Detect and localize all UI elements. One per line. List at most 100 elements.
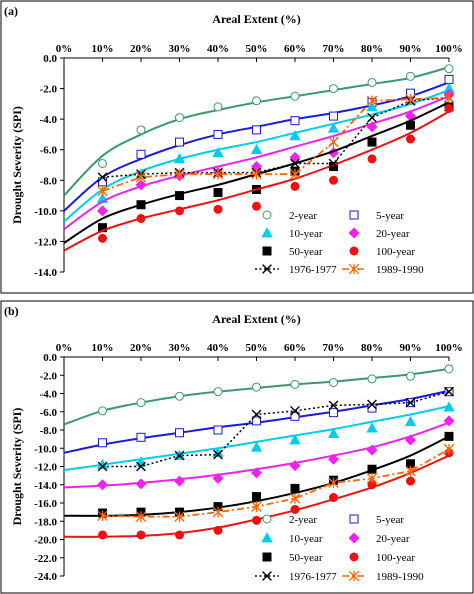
- data-point: [212, 506, 224, 518]
- data-point: [97, 461, 108, 472]
- data-point: [252, 416, 261, 426]
- panel-frame: [0, 0, 474, 294]
- legend-label-1976-1977: 1976-1977: [289, 571, 337, 583]
- data-point: [405, 465, 416, 477]
- y-tick-label: -6.0: [40, 145, 58, 157]
- legend: 2-year 5-year 10-year 20-year 50-year 100-yea…: [255, 210, 424, 276]
- legend: 2-year 5-year 10-year 20-year 50-year 100-yea…: [255, 514, 424, 583]
- y-tick-label: -14.0: [34, 267, 57, 279]
- data-point: [97, 172, 108, 183]
- data-point: [212, 472, 224, 484]
- data-point: [329, 493, 338, 503]
- x-tick-label: 50%: [246, 43, 268, 55]
- data-point: [406, 134, 415, 144]
- data-point: [444, 386, 454, 397]
- data-point: [135, 179, 147, 191]
- legend-marker-100-year: [349, 246, 359, 256]
- x-tick-label: 20%: [130, 342, 152, 354]
- data-point: [175, 391, 184, 401]
- data-point: [213, 387, 223, 397]
- panel-label: (b): [4, 304, 19, 318]
- data-point: [366, 101, 378, 112]
- data-point: [367, 154, 377, 164]
- data-point: [252, 492, 261, 502]
- data-point: [406, 476, 415, 486]
- data-point: [289, 130, 301, 141]
- data-point: [97, 510, 108, 522]
- data-point: [367, 399, 377, 410]
- legend-marker-2-year: [262, 514, 272, 524]
- legend-label-20-year: 20-year: [376, 228, 410, 240]
- x-tick-label: 40%: [207, 43, 229, 55]
- data-point: [327, 453, 340, 465]
- data-point: [327, 427, 340, 438]
- series-100-year: [63, 448, 454, 540]
- panel-a: (a) Areal Extent (%) Drought Severity (SPI…: [0, 0, 474, 294]
- panel-label: (a): [4, 4, 18, 18]
- legend-marker-20-year: [348, 532, 360, 544]
- fit-line-20-year: [63, 95, 450, 231]
- data-point: [252, 96, 261, 106]
- y-tick-label: -20.0: [34, 535, 57, 547]
- data-point: [175, 428, 184, 438]
- data-point: [328, 477, 339, 489]
- y-tick-label: -10.0: [34, 443, 57, 455]
- legend-marker-1989-1990: [348, 263, 360, 275]
- y-tick-label: -12.0: [34, 236, 57, 248]
- data-point: [97, 185, 108, 197]
- legend-label-5-year: 5-year: [376, 210, 404, 222]
- x-tick-label: 90%: [400, 43, 422, 55]
- data-point: [252, 382, 261, 392]
- data-point: [213, 425, 223, 435]
- data-point: [175, 113, 184, 123]
- data-point: [174, 450, 185, 461]
- data-point: [329, 175, 338, 185]
- y-tick-label: -4.0: [40, 114, 58, 126]
- data-point: [98, 406, 107, 416]
- data-point: [252, 125, 261, 135]
- legend-marker-1976-1977: [262, 264, 272, 274]
- x-axis-title: Areal Extent (%): [212, 12, 300, 26]
- y-tick-label: -12.0: [34, 462, 57, 474]
- x-tick-label: 0%: [56, 43, 73, 55]
- data-point: [290, 504, 300, 514]
- y-tick-label: 0.0: [43, 352, 57, 364]
- data-point: [213, 129, 223, 139]
- legend-marker-100-year: [349, 552, 359, 562]
- data-point: [366, 444, 378, 456]
- data-point: [328, 136, 339, 148]
- y-tick-label: -22.0: [34, 553, 57, 565]
- x-tick-label: 30%: [169, 43, 191, 55]
- data-point: [136, 200, 146, 210]
- data-point: [136, 432, 146, 442]
- line-1989-1990: [102, 96, 450, 192]
- data-point: [212, 168, 224, 180]
- y-tick-label: -8.0: [40, 425, 58, 437]
- data-point: [250, 143, 263, 155]
- data-point: [405, 93, 416, 105]
- y-tick-label: -2.0: [40, 84, 58, 96]
- x-tick-label: 40%: [207, 342, 229, 354]
- panel-frame: [0, 300, 474, 594]
- legend-label-1989-1990: 1989-1990: [376, 264, 424, 276]
- legend-marker-5-year: [349, 210, 359, 220]
- data-point: [406, 71, 415, 81]
- data-point: [212, 146, 224, 158]
- series-1976-1977: [97, 386, 454, 472]
- data-point: [135, 511, 147, 522]
- y-tick-label: -16.0: [34, 498, 57, 510]
- x-tick-label: 100%: [435, 342, 463, 354]
- y-axis-title: Drought Severity (SPI): [10, 106, 24, 224]
- data-point: [98, 438, 107, 448]
- series-5-year: [63, 387, 454, 454]
- data-point: [136, 125, 146, 135]
- data-point: [98, 177, 107, 187]
- data-point: [443, 92, 455, 104]
- data-point: [98, 158, 107, 168]
- data-point: [213, 204, 223, 214]
- data-point: [366, 95, 378, 107]
- data-point: [329, 408, 338, 418]
- data-point: [213, 449, 223, 460]
- series-2-year: [63, 364, 454, 426]
- x-tick-label: 80%: [361, 342, 383, 354]
